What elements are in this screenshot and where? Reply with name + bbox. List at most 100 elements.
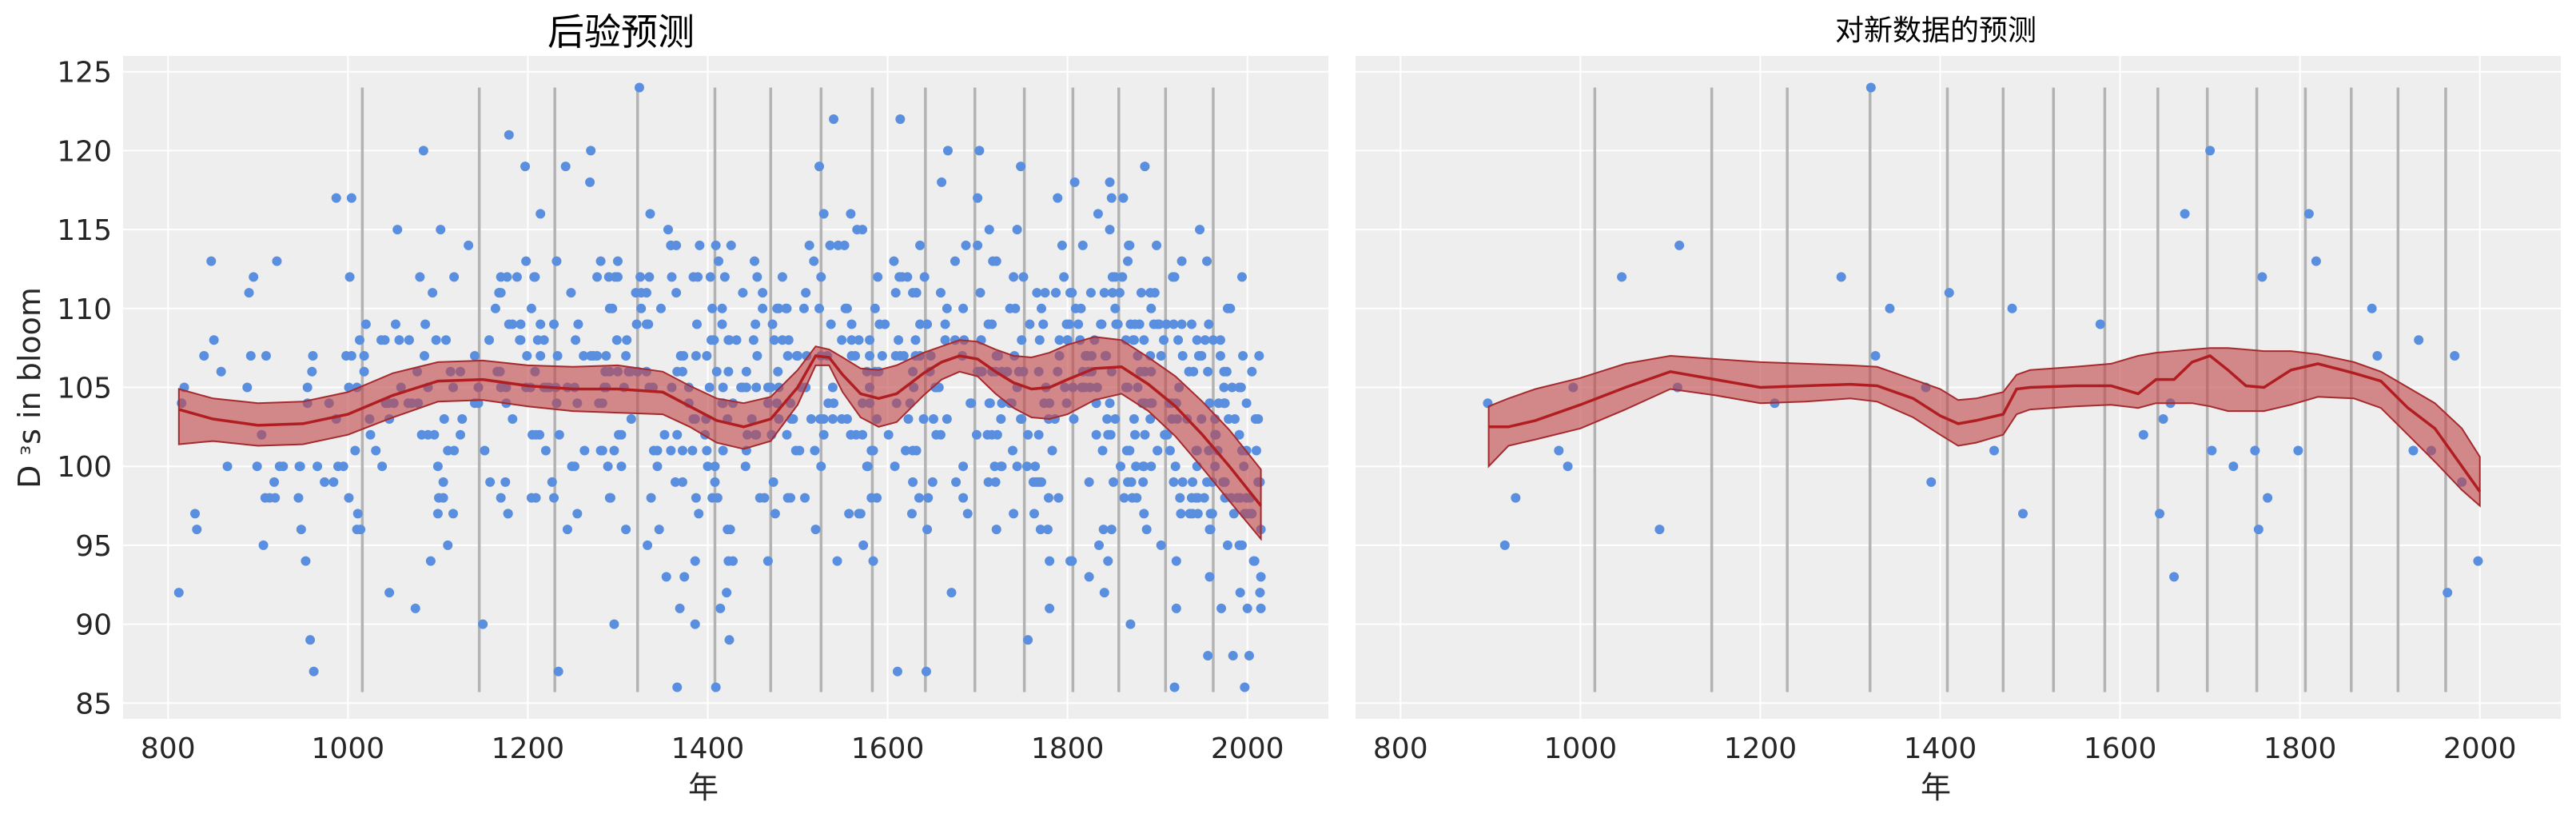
data-point: [1141, 525, 1152, 535]
data-point: [918, 413, 929, 424]
data-point: [494, 288, 504, 298]
data-point: [1110, 272, 1121, 282]
x-tick-label: 1000: [312, 732, 385, 765]
data-point: [626, 413, 636, 424]
data-point: [1193, 351, 1204, 361]
right-x-axis-label: 年: [1921, 770, 1951, 805]
data-point: [428, 288, 438, 298]
data-point: [961, 240, 971, 250]
data-point: [547, 477, 557, 487]
data-point: [973, 240, 983, 250]
data-point: [354, 335, 364, 345]
data-point: [346, 351, 356, 361]
x-tick-label: 2000: [1211, 732, 1284, 765]
data-point: [1106, 525, 1117, 535]
data-point: [1247, 366, 1257, 377]
data-point: [549, 319, 559, 329]
data-point: [551, 256, 562, 266]
data-point: [1105, 398, 1115, 409]
data-point: [1123, 256, 1133, 266]
data-point: [359, 366, 369, 377]
data-point: [540, 445, 551, 456]
data-point: [296, 525, 306, 535]
data-point: [889, 256, 899, 266]
data-point: [585, 177, 595, 187]
data-point: [846, 209, 856, 219]
data-point: [783, 335, 794, 345]
data-point: [846, 319, 857, 329]
data-point: [718, 445, 728, 456]
data-point: [1129, 335, 1139, 345]
data-point: [1192, 509, 1203, 519]
data-point: [1222, 303, 1232, 313]
data-point: [2205, 146, 2216, 156]
data-point: [823, 398, 834, 409]
data-point: [1169, 682, 1180, 692]
data-point: [631, 319, 642, 329]
data-point: [922, 319, 933, 329]
data-point: [829, 114, 839, 124]
data-point: [2155, 509, 2165, 519]
data-point: [588, 351, 599, 361]
data-point: [190, 509, 201, 519]
data-point: [827, 382, 838, 393]
x-tick-label: 2000: [2443, 732, 2517, 765]
data-point: [609, 445, 619, 456]
data-point: [906, 509, 917, 519]
data-point: [1110, 303, 1121, 313]
data-point: [1219, 398, 1229, 409]
data-point: [1256, 603, 1266, 613]
data-point: [892, 666, 902, 676]
data-point: [1944, 288, 1954, 298]
data-point: [1161, 319, 1172, 329]
data-point: [309, 666, 319, 676]
data-point: [1870, 351, 1881, 361]
data-point: [769, 335, 779, 345]
data-point: [915, 319, 926, 329]
data-point: [448, 509, 459, 519]
data-point: [652, 461, 663, 472]
data-point: [1173, 335, 1184, 345]
data-point: [958, 461, 969, 472]
left-credible-band: [177, 336, 1262, 541]
data-point: [438, 477, 448, 487]
data-point: [1065, 288, 1076, 298]
data-point: [308, 351, 318, 361]
data-point: [705, 272, 715, 282]
data-point: [1256, 572, 1266, 582]
data-point: [942, 146, 953, 156]
data-point: [940, 335, 950, 345]
data-point: [1136, 288, 1146, 298]
data-point: [946, 588, 957, 598]
data-point: [671, 288, 682, 298]
data-point: [1236, 540, 1247, 550]
y-tick-label: 95: [75, 530, 112, 563]
data-point: [1195, 225, 1205, 235]
data-point: [793, 351, 803, 361]
data-point: [818, 413, 829, 424]
x-tick-label: 1200: [492, 732, 565, 765]
data-point: [1146, 461, 1157, 472]
data-point: [634, 82, 644, 93]
data-point: [645, 209, 655, 219]
data-point: [648, 445, 659, 456]
data-point: [443, 540, 453, 550]
data-point: [1037, 303, 1047, 313]
data-point: [801, 288, 811, 298]
data-point: [521, 256, 532, 266]
data-point: [2414, 335, 2424, 345]
data-point: [1022, 461, 1032, 472]
data-point: [2450, 351, 2460, 361]
data-point: [384, 588, 395, 598]
data-point: [1227, 382, 1237, 393]
y-tick-label: 120: [57, 135, 112, 168]
data-point: [862, 461, 873, 472]
data-point: [643, 540, 653, 550]
data-point: [307, 366, 317, 377]
y-tick-label: 85: [75, 688, 112, 720]
data-point: [1044, 493, 1054, 503]
data-point: [457, 413, 468, 424]
data-point: [2443, 588, 2453, 598]
data-point: [1033, 429, 1044, 440]
data-point: [927, 477, 938, 487]
